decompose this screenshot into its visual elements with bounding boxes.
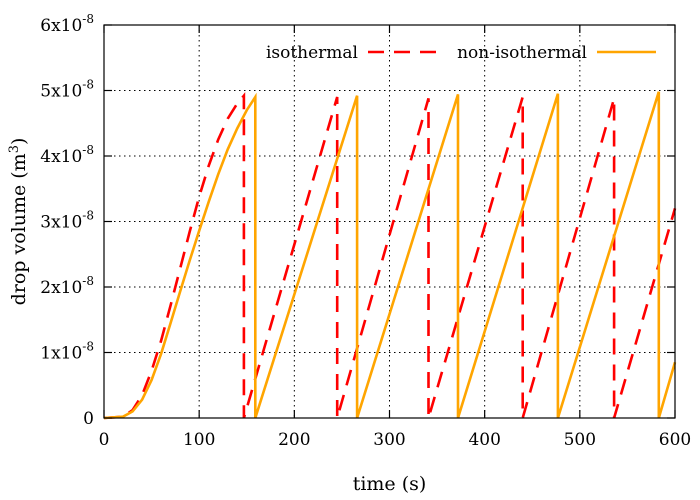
y-tick-label: 6x10-8 xyxy=(40,12,94,36)
y-tick-exponent: -8 xyxy=(82,274,94,288)
y-tick-mantissa: 2x10 xyxy=(40,278,82,298)
legend: isothermal non-isothermal xyxy=(266,43,656,63)
axis-ticks xyxy=(103,24,676,419)
x-tick-label: 0 xyxy=(99,430,110,450)
y-tick-label: 2x10-8 xyxy=(40,274,94,298)
y-tick-exponent: -8 xyxy=(82,340,94,354)
y-tick-mantissa: 6x10 xyxy=(40,16,82,36)
y-tick-mantissa: 0 xyxy=(83,409,94,429)
y-tick-label: 1x10-8 xyxy=(40,340,94,364)
y-tick-mantissa: 5x10 xyxy=(40,82,82,102)
legend-label-isothermal: isothermal xyxy=(266,43,358,63)
x-tick-label: 300 xyxy=(373,430,405,450)
y-axis-title-prefix: drop volume (m xyxy=(8,153,30,305)
y-tick-label: 4x10-8 xyxy=(40,143,94,167)
y-tick-label: 3x10-8 xyxy=(40,209,94,233)
y-tick-mantissa: 4x10 xyxy=(40,147,82,167)
x-tick-label: 100 xyxy=(183,430,215,450)
y-tick-label: 5x10-8 xyxy=(40,78,94,102)
series-line-non-isothermal xyxy=(103,91,677,420)
legend-label-non-isothermal: non-isothermal xyxy=(457,43,587,63)
y-tick-mantissa: 1x10 xyxy=(40,344,82,364)
y-tick-mantissa: 3x10 xyxy=(40,213,82,233)
y-axis-title-superscript: 3 xyxy=(7,145,22,153)
series-line-isothermal xyxy=(103,92,677,420)
x-tick-label: 600 xyxy=(659,430,691,450)
x-tick-label: 400 xyxy=(468,430,500,450)
tick-labels: 0 100 200 300 400 500 60001x10-82x10-83x10-84x… xyxy=(40,12,691,450)
y-tick-exponent: -8 xyxy=(82,143,94,157)
grid xyxy=(104,25,675,418)
y-tick-exponent: -8 xyxy=(82,78,94,92)
y-tick-exponent: -8 xyxy=(82,12,94,26)
y-tick-exponent: -8 xyxy=(82,209,94,223)
plot-series xyxy=(103,91,677,420)
y-tick-label: 0 xyxy=(83,409,94,429)
x-tick-label: 200 xyxy=(278,430,310,450)
y-axis-title: drop volume (m3) xyxy=(7,138,30,306)
x-tick-label: 500 xyxy=(564,430,596,450)
y-axis-title-suffix: ) xyxy=(8,138,30,145)
x-axis-title: time (s) xyxy=(353,473,427,495)
